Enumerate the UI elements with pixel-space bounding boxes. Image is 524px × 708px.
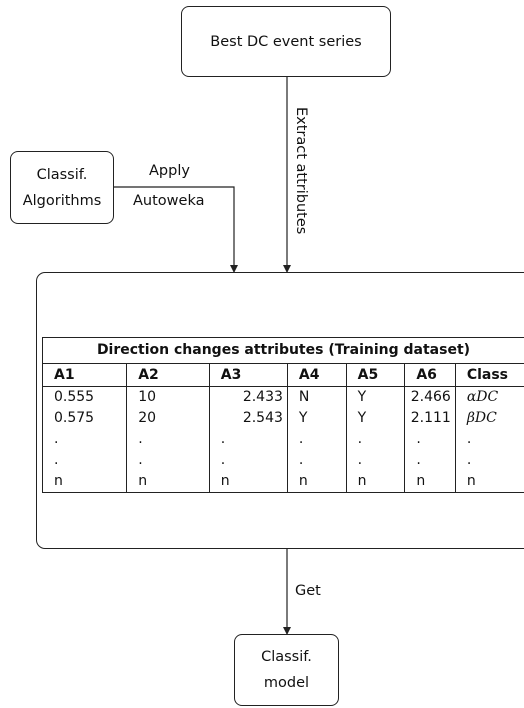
- autoweka-label: Autoweka: [133, 193, 205, 209]
- best-dc-label: Best DC event series: [210, 33, 362, 50]
- dataset-container: [36, 272, 524, 549]
- apply-arrow: [114, 186, 238, 273]
- table-cell: n: [208, 471, 288, 493]
- table-row: n n n n n n n: [41, 471, 524, 493]
- table-cell: .: [454, 429, 524, 450]
- table-cell: .: [41, 450, 127, 471]
- apply-label: Apply: [149, 163, 190, 179]
- table-cell: .: [208, 429, 288, 450]
- classif-model-line2: model: [263, 675, 310, 691]
- table-cell: 0.555: [41, 386, 127, 408]
- table-cell: .: [126, 450, 210, 471]
- table-cell: N: [286, 386, 347, 408]
- table-cell: n: [126, 471, 210, 493]
- table-row: 0.555 10 2.433 N Y 2.466 αDC: [41, 386, 524, 408]
- col-header-a4: A4: [286, 363, 347, 387]
- classif-algorithms-line1: Classif.: [36, 166, 88, 183]
- col-header-a3: A3: [208, 363, 288, 387]
- classif-algorithms-node: Classif. Algorithms: [10, 151, 114, 224]
- table-cell: .: [41, 429, 127, 450]
- table-cell: 2.111: [404, 408, 456, 429]
- classif-model-line1: Classif.: [261, 649, 312, 665]
- table-cell: Y: [345, 408, 405, 429]
- table-cell: .: [404, 450, 456, 471]
- table-cell: 20: [126, 408, 210, 429]
- table-cell: .: [286, 450, 347, 471]
- get-label: Get: [295, 583, 321, 599]
- table-cell: n: [286, 471, 347, 493]
- table-header-row: A1 A2 A3 A4 A5 A6 Class: [41, 363, 524, 387]
- table-cell: n: [345, 471, 405, 493]
- table-cell: 10: [126, 386, 210, 408]
- table-cell: .: [404, 429, 456, 450]
- table-cell: n: [41, 471, 127, 493]
- table-row: . . . . . . .: [41, 450, 524, 471]
- table-cell: .: [454, 450, 524, 471]
- table-cell: Y: [345, 386, 405, 408]
- table-title: Direction changes attributes (Training d…: [42, 337, 524, 364]
- col-header-class: Class: [454, 363, 524, 387]
- table-cell: .: [345, 450, 405, 471]
- table-cell: βDC: [454, 408, 524, 429]
- table-cell: .: [126, 429, 210, 450]
- attributes-table: Direction changes attributes (Training d…: [41, 337, 524, 493]
- table-row: 0.575 20 2.543 Y Y 2.111 βDC: [41, 408, 524, 429]
- table-cell: n: [404, 471, 456, 493]
- classif-model-node: Classif. model: [234, 634, 339, 706]
- table-row: . . . . . . .: [41, 429, 524, 450]
- table-cell: 0.575: [41, 408, 127, 429]
- col-header-a6: A6: [404, 363, 456, 387]
- table-cell: .: [208, 450, 288, 471]
- classif-algorithms-line2: Algorithms: [22, 192, 102, 209]
- table-cell: n: [454, 471, 524, 493]
- table-cell: .: [286, 429, 347, 450]
- table-cell: αDC: [454, 386, 524, 408]
- extract-attributes-label: Extract attributes: [293, 107, 309, 235]
- col-header-a1: A1: [41, 363, 127, 387]
- col-header-a5: A5: [345, 363, 405, 387]
- col-header-a2: A2: [126, 363, 210, 387]
- table-cell: .: [345, 429, 405, 450]
- table-cell: 2.433: [208, 386, 288, 408]
- best-dc-event-series-node: Best DC event series: [181, 6, 391, 77]
- table-cell: 2.466: [404, 386, 456, 408]
- table-cell: 2.543: [208, 408, 288, 429]
- table-cell: Y: [286, 408, 347, 429]
